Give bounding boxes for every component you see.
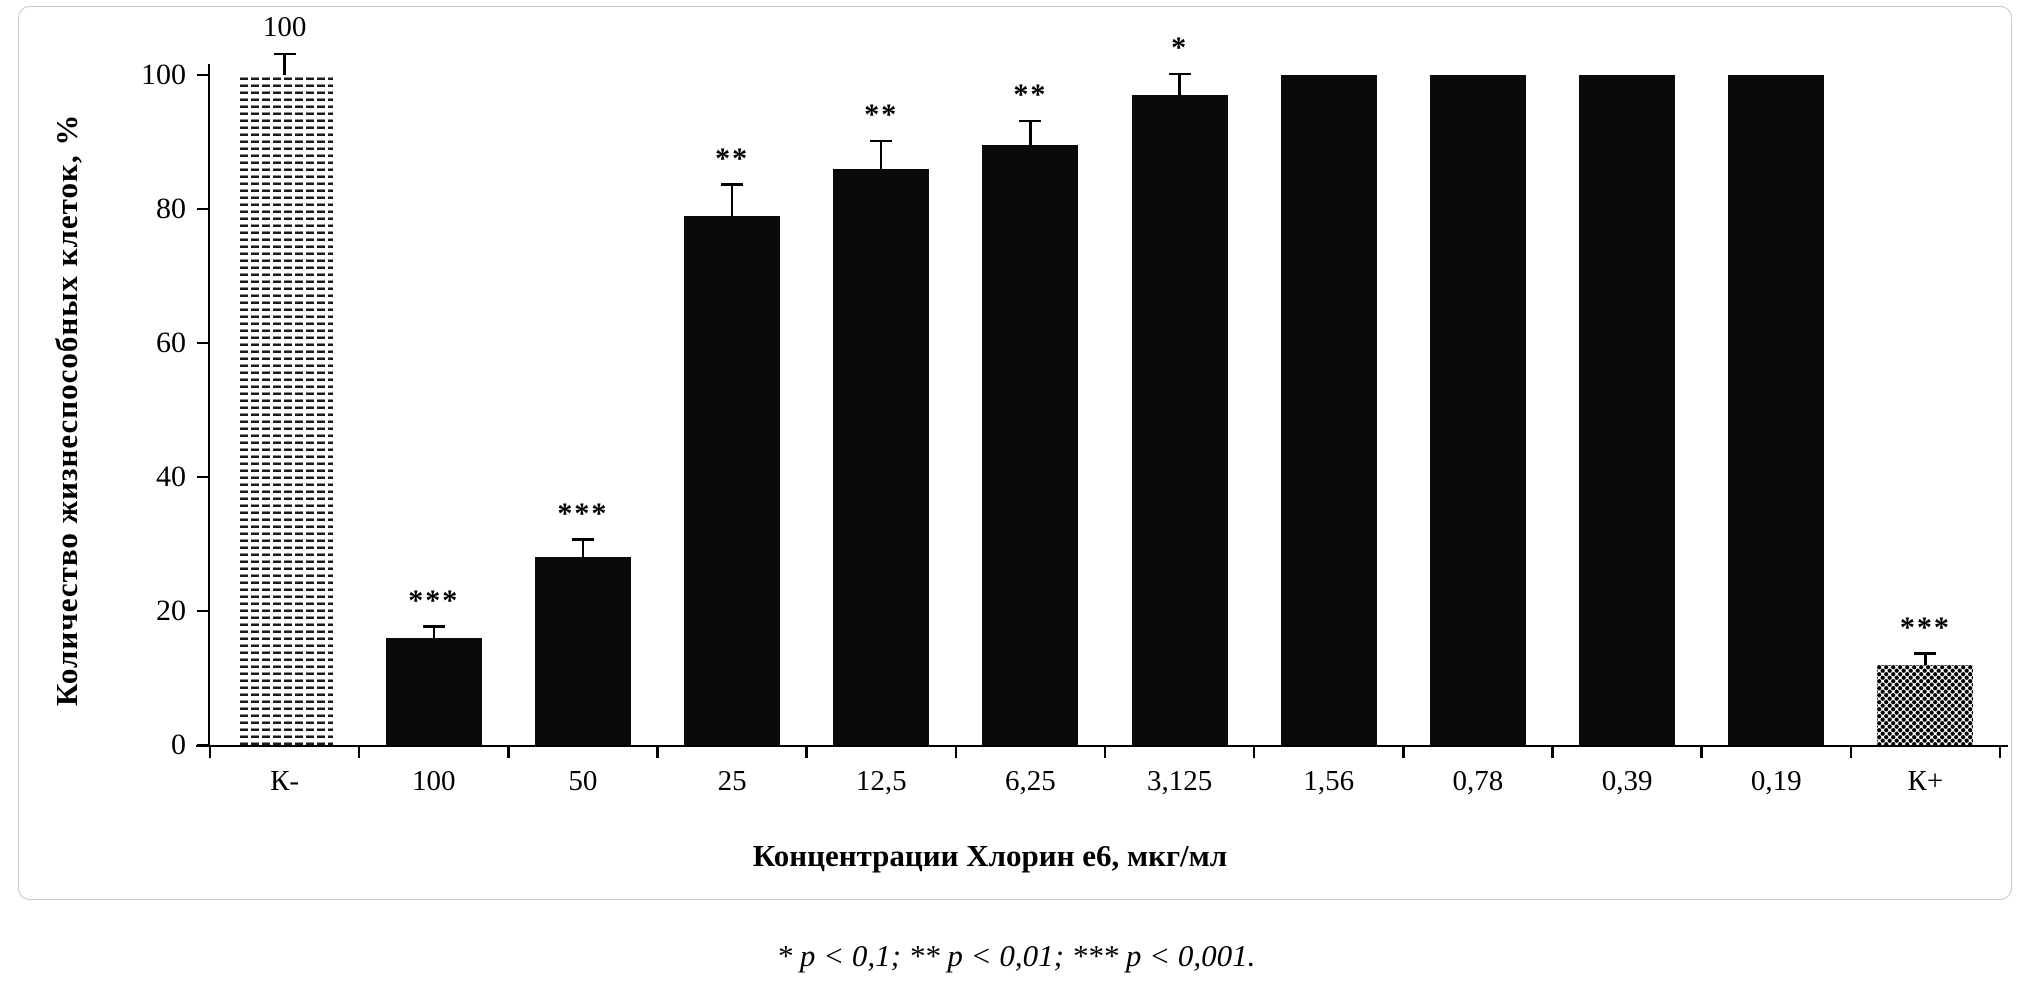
significance-footnote: * p < 0,1; ** p < 0,01; *** p < 0,001. [776, 938, 1256, 973]
y-tick-label: 100 [141, 58, 186, 91]
x-category-label: 3,125 [1146, 765, 1213, 797]
bar [1280, 75, 1377, 745]
error-bar-line [283, 54, 286, 75]
bar [684, 215, 781, 745]
significance-stars: * [1171, 31, 1189, 64]
y-axis-tick [197, 475, 210, 479]
significance-stars: *** [557, 496, 609, 530]
x-category-label: 0,39 [1601, 765, 1653, 797]
significance-stars: *** [1899, 610, 1951, 644]
error-bar-cap [273, 52, 296, 55]
error-bar-line [581, 540, 585, 558]
error-bar-cap [870, 139, 893, 142]
x-axis-tick [1700, 745, 1703, 758]
error-bar-cap [422, 625, 445, 628]
error-bar-cap [1914, 652, 1937, 655]
x-category-label: 6,25 [1005, 765, 1056, 797]
bar [1877, 664, 1974, 745]
error-bar-line [730, 185, 734, 216]
bar [385, 637, 482, 745]
x-category-label: К- [270, 765, 300, 797]
y-axis-tick [197, 341, 210, 345]
error-bar-line [432, 627, 435, 638]
y-tick-label: 60 [156, 326, 186, 359]
error-bar-line [880, 142, 883, 169]
x-category-label: 0,78 [1452, 765, 1504, 797]
x-axis-tick [1849, 745, 1853, 758]
y-axis-tick [197, 207, 210, 211]
significance-stars: *** [408, 583, 460, 617]
x-axis-tick [1998, 745, 2002, 758]
error-bar-line [1178, 75, 1181, 96]
bar-value-label: 100 [262, 10, 307, 43]
x-axis-tick [954, 745, 958, 758]
error-bar-cap [1019, 119, 1042, 122]
x-category-label: К+ [1907, 765, 1944, 797]
bar [1579, 75, 1676, 745]
y-tick-label: 0 [171, 728, 186, 761]
error-bar-line [1924, 654, 1927, 665]
error-bar-cap [571, 538, 594, 541]
x-category-label: 0,19 [1750, 765, 1802, 797]
x-axis-tick [208, 745, 212, 758]
x-category-label: 25 [717, 765, 747, 797]
x-axis-tick [656, 745, 659, 758]
error-bar-cap [1168, 72, 1191, 75]
y-tick-label: 80 [156, 192, 186, 225]
bar [534, 557, 631, 745]
x-axis-tick [1402, 745, 1405, 758]
bar [1728, 75, 1825, 745]
x-category-label: 100 [411, 765, 456, 797]
y-axis-title: Количество жизнеспособных клеток, % [49, 113, 84, 707]
error-bar-cap [721, 183, 744, 186]
y-axis-tick [197, 609, 210, 613]
bar [1429, 75, 1526, 745]
x-category-label: 1,56 [1303, 765, 1355, 797]
y-axis-line [208, 64, 211, 747]
y-axis-tick [197, 743, 210, 747]
bar [982, 145, 1079, 745]
bar [833, 168, 930, 745]
x-axis-title: Концентрации Хлорин е6, мкг/мл [752, 838, 1228, 873]
x-axis-tick [1103, 745, 1107, 758]
x-category-label: 50 [568, 765, 598, 797]
y-axis-tick [197, 73, 210, 77]
significance-stars: ** [864, 98, 899, 131]
x-axis-tick [507, 745, 510, 758]
x-category-label: 12,5 [855, 765, 907, 797]
y-tick-label: 20 [156, 594, 186, 627]
x-axis-tick [1551, 745, 1554, 758]
x-axis-line [196, 745, 2008, 748]
x-axis-tick [1252, 745, 1256, 758]
x-axis-tick [357, 745, 361, 758]
bar [1131, 95, 1228, 745]
significance-stars: ** [1013, 77, 1048, 111]
significance-stars: ** [715, 141, 750, 175]
bar [236, 75, 333, 745]
y-tick-label: 40 [156, 460, 186, 493]
error-bar-line [1029, 121, 1032, 146]
x-axis-tick [805, 745, 808, 758]
